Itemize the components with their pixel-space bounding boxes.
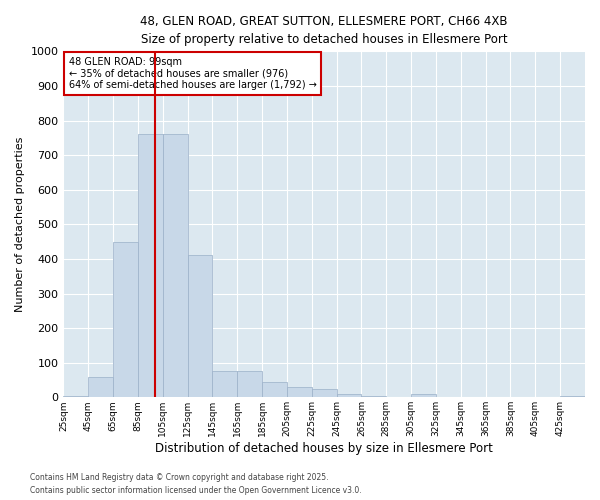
- Bar: [411, 394, 436, 398]
- Bar: [188, 256, 212, 398]
- Bar: [337, 394, 361, 398]
- Text: Contains HM Land Registry data © Crown copyright and database right 2025.
Contai: Contains HM Land Registry data © Crown c…: [30, 474, 362, 495]
- Bar: [113, 242, 138, 398]
- Text: 48 GLEN ROAD: 99sqm
← 35% of detached houses are smaller (976)
64% of semi-detac: 48 GLEN ROAD: 99sqm ← 35% of detached ho…: [68, 56, 317, 90]
- Bar: [312, 388, 337, 398]
- Title: 48, GLEN ROAD, GREAT SUTTON, ELLESMERE PORT, CH66 4XB
Size of property relative : 48, GLEN ROAD, GREAT SUTTON, ELLESMERE P…: [140, 15, 508, 46]
- X-axis label: Distribution of detached houses by size in Ellesmere Port: Distribution of detached houses by size …: [155, 442, 493, 455]
- Bar: [287, 387, 312, 398]
- Bar: [560, 396, 585, 398]
- Bar: [361, 396, 386, 398]
- Bar: [163, 134, 188, 398]
- Bar: [237, 372, 262, 398]
- Y-axis label: Number of detached properties: Number of detached properties: [15, 136, 25, 312]
- Bar: [64, 396, 88, 398]
- Bar: [262, 382, 287, 398]
- Bar: [138, 134, 163, 398]
- Bar: [212, 372, 237, 398]
- Bar: [88, 376, 113, 398]
